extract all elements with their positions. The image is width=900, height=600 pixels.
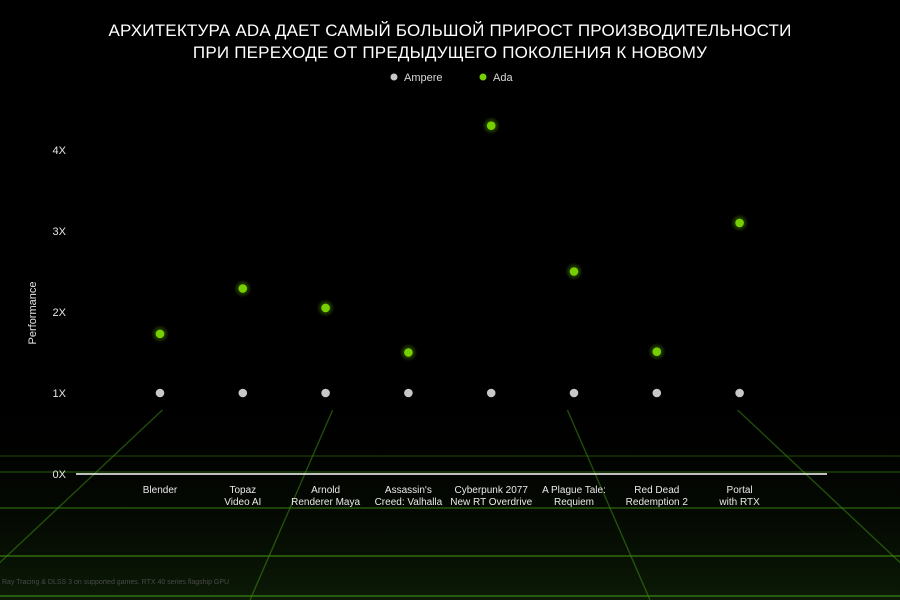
footnote: Ray Tracing & DLSS 3 on supported games.… bbox=[2, 579, 229, 586]
x-category-label: Blender bbox=[143, 485, 178, 496]
ada-point bbox=[652, 347, 662, 356]
ampere-point bbox=[735, 388, 744, 398]
legend-marker-ampere bbox=[390, 73, 398, 81]
ada-point bbox=[486, 121, 496, 130]
y-tick-label: 3X bbox=[53, 226, 67, 238]
x-category-label: Portal with RTX bbox=[718, 485, 760, 508]
legend: Ampere Ada bbox=[390, 72, 513, 84]
legend-label-ampere: Ampere bbox=[404, 72, 443, 84]
ada-point bbox=[321, 303, 330, 313]
ada-point bbox=[404, 348, 413, 357]
ampere-point bbox=[569, 388, 579, 398]
floor-grid-perspective-line bbox=[737, 409, 900, 564]
ampere-point bbox=[321, 388, 330, 398]
chart-title: АРХИТЕКТУРА ADA ДАЕТ САМЫЙ БОЛЬШОЙ ПРИРО… bbox=[108, 21, 791, 62]
ada-point bbox=[238, 284, 248, 293]
y-tick-label: 2X bbox=[53, 307, 67, 319]
x-category-label: Red Dead Redemption 2 bbox=[626, 485, 689, 508]
x-category-label: Arnold Renderer Maya bbox=[291, 485, 360, 508]
ampere-point bbox=[404, 388, 413, 398]
y-axis-ticks: 0X 1X 2X 3X 4X bbox=[53, 145, 67, 481]
x-axis-category-labels: Blender Topaz Video AI Arnold Renderer Maya A… bbox=[143, 485, 760, 508]
x-category-label: Topaz Video AI bbox=[224, 485, 261, 508]
x-category-label: Cyberpunk 2077 New RT Overdrive bbox=[450, 485, 532, 508]
data-points bbox=[151, 116, 749, 398]
ampere-point bbox=[238, 388, 248, 398]
ampere-point bbox=[486, 388, 496, 398]
x-category-label: A Plague Tale: Requiem bbox=[542, 485, 606, 508]
ada-point bbox=[155, 329, 165, 339]
y-tick-label: 1X bbox=[53, 388, 67, 400]
ampere-point bbox=[155, 388, 165, 398]
legend-marker-ada bbox=[479, 73, 487, 81]
y-tick-label: 0X bbox=[53, 469, 67, 481]
ampere-point bbox=[652, 388, 662, 398]
floor-grid-perspective-line bbox=[0, 409, 163, 564]
y-tick-label: 4X bbox=[53, 145, 67, 157]
title-line-2: ПРИ ПЕРЕХОДЕ ОТ ПРЕДЫДУЩЕГО ПОКОЛЕНИЯ К … bbox=[193, 43, 707, 62]
x-category-label: Assassin's Creed: Valhalla bbox=[375, 485, 443, 508]
floor-grid-perspective-line bbox=[566, 409, 651, 600]
legend-label-ada: Ada bbox=[493, 72, 513, 84]
title-line-1: АРХИТЕКТУРА ADA ДАЕТ САМЫЙ БОЛЬШОЙ ПРИРО… bbox=[108, 21, 791, 40]
ada-point bbox=[735, 218, 744, 228]
floor-grid-perspective-line bbox=[249, 409, 334, 600]
floor-glow bbox=[0, 380, 900, 600]
perspective-floor-grid bbox=[0, 409, 900, 600]
y-axis-label: Performance bbox=[27, 282, 39, 345]
ada-point bbox=[569, 267, 579, 276]
